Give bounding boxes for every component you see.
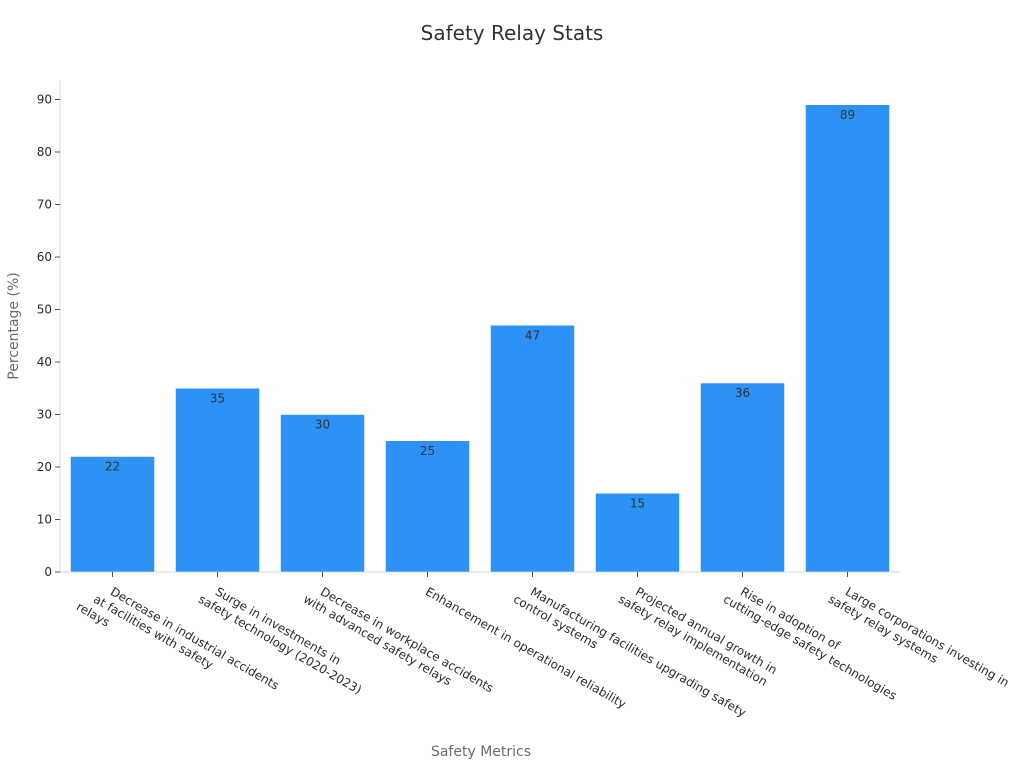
y-axis-ticks: 0 10 20 30 40 50 60 70 80 90 (37, 93, 60, 579)
y-tick-label: 60 (37, 250, 52, 264)
x-tick-label: Rise in adoption ofcutting-edge safety t… (721, 579, 907, 703)
y-tick-label: 30 (37, 408, 52, 422)
bar-value-label: 15 (630, 496, 645, 510)
bar (175, 388, 260, 573)
x-tick-label: Decrease in workplace accidentswith adva… (301, 579, 496, 708)
bar (490, 325, 575, 573)
bar (385, 440, 470, 573)
y-tick-label: 0 (44, 565, 52, 579)
y-tick-label: 70 (37, 198, 52, 212)
value-labels-group: 22 35 30 25 47 15 36 89 (105, 108, 855, 511)
x-axis-label: Safety Metrics (431, 744, 531, 760)
x-axis-ticks: Decrease in industrial accidentsat facil… (74, 572, 1011, 720)
x-tick-label: Decrease in industrial accidentsat facil… (74, 573, 281, 718)
x-tick-label: Large corporations investing insafety re… (826, 579, 1011, 703)
chart-title: Safety Relay Stats (421, 21, 604, 45)
bar-value-label: 36 (735, 386, 750, 400)
bar-value-label: 89 (840, 108, 855, 122)
bar (280, 414, 365, 573)
y-tick-label: 10 (37, 513, 52, 527)
bar-value-label: 22 (105, 460, 120, 474)
y-tick-label: 80 (37, 145, 52, 159)
y-tick-label: 40 (37, 355, 52, 369)
bar (805, 104, 890, 573)
bar (700, 382, 785, 573)
bar-value-label: 25 (420, 444, 435, 458)
bar-value-label: 35 (210, 391, 225, 405)
bar (70, 456, 155, 573)
y-tick-label: 90 (37, 93, 52, 107)
y-axis-label: Percentage (%) (6, 272, 22, 379)
bar-value-label: 47 (525, 328, 540, 342)
y-tick-label: 20 (37, 460, 52, 474)
y-tick-label: 50 (37, 303, 52, 317)
bars-group (70, 104, 890, 573)
bar (595, 493, 680, 573)
bar-value-label: 30 (315, 418, 330, 432)
